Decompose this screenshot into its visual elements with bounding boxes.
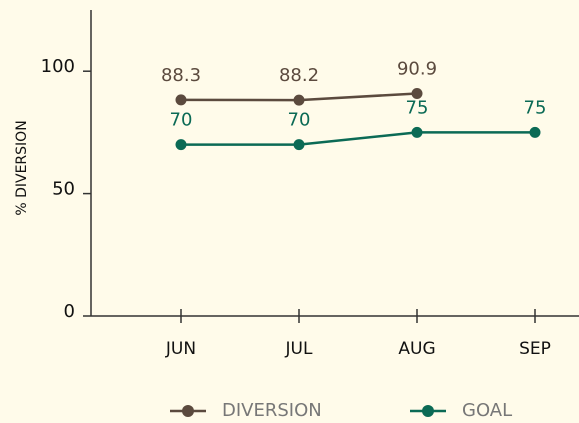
y-tick-label: 100: [41, 56, 75, 77]
x-tick-label: JUN: [165, 339, 196, 359]
data-label: 70: [288, 110, 311, 131]
legend-label: GOAL: [462, 400, 512, 421]
legend-marker: [182, 405, 194, 417]
x-tick-label: JUL: [285, 339, 313, 359]
data-label: 88.2: [279, 65, 319, 86]
data-label: 70: [170, 110, 193, 131]
y-tick-label: 0: [64, 301, 75, 322]
data-point: [293, 139, 305, 151]
data-label: 75: [406, 97, 429, 118]
y-tick-label: 50: [52, 179, 75, 200]
data-label: 75: [524, 97, 547, 118]
legend-marker: [422, 405, 434, 417]
series-line: [181, 131, 535, 146]
y-axis-label: % DIVERSION: [14, 120, 30, 215]
x-tick-label: AUG: [398, 339, 435, 359]
legend-label: DIVERSION: [222, 400, 322, 421]
data-point: [529, 126, 541, 138]
x-tick-label: SEP: [519, 339, 551, 359]
data-label: 88.3: [161, 65, 201, 86]
data-point: [175, 94, 187, 106]
data-point: [411, 126, 423, 138]
data-point: [175, 139, 187, 151]
data-point: [411, 87, 423, 99]
data-label: 90.9: [397, 58, 437, 79]
data-point: [293, 94, 305, 106]
